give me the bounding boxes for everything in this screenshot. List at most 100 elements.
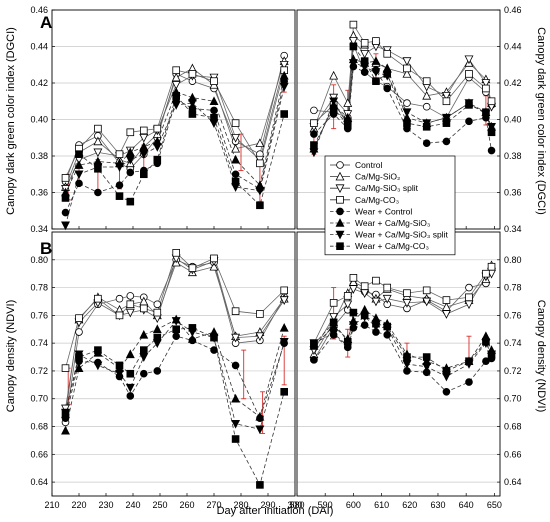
- data-point: [256, 481, 264, 489]
- legend-label: Ca/Mg-SiO₃ split: [355, 183, 419, 193]
- data-point: [61, 408, 70, 417]
- data-point: [125, 147, 135, 157]
- data-point: [231, 170, 240, 179]
- axes-frame-left: [51, 9, 296, 230]
- data-point: [126, 168, 135, 177]
- data-point: [94, 124, 102, 133]
- y-axis-label-right-b: Canopy density (NDVI): [535, 300, 547, 413]
- data-point: [153, 367, 162, 375]
- data-point: [343, 98, 353, 107]
- data-point: [139, 353, 149, 362]
- data-point: [360, 311, 369, 320]
- data-point: [465, 357, 473, 366]
- data-point: [255, 332, 265, 342]
- data-point: [210, 106, 218, 115]
- x-axis-label: Day after initiation (DAI): [217, 505, 334, 517]
- data-point: [403, 99, 411, 107]
- y-tick-label-left: 0.68: [30, 422, 48, 432]
- data-point: [115, 311, 124, 320]
- legend-marker: [335, 184, 345, 194]
- x-tick-label: 220: [71, 500, 86, 510]
- data-point: [74, 170, 84, 180]
- data-point: [487, 262, 496, 271]
- data-point: [94, 346, 102, 354]
- data-point: [255, 411, 265, 421]
- y-tick-label-left: 0.70: [30, 394, 48, 404]
- data-point: [256, 310, 264, 318]
- data-point: [171, 101, 181, 110]
- data-point: [231, 333, 241, 343]
- y-tick-label-left: 0.66: [30, 449, 48, 459]
- data-point: [280, 286, 288, 295]
- data-point: [464, 300, 474, 310]
- x-tick-label: 230: [98, 500, 113, 510]
- legend-label: Ca/Mg-SiO₂: [355, 172, 400, 182]
- x-tick-label: 270: [206, 500, 221, 510]
- data-point: [115, 361, 124, 370]
- data-point: [422, 353, 431, 361]
- tick-labels: 0.34 0.34 0.36 0.36 0.38 0.38 0.40 0.40 0.42 0.42…: [30, 5, 521, 510]
- data-point: [172, 66, 181, 75]
- series-line: [313, 324, 492, 393]
- data-point: [139, 126, 148, 135]
- data-point: [464, 55, 474, 65]
- data-point: [74, 160, 84, 169]
- series-line: [313, 45, 492, 146]
- data-point: [383, 283, 392, 292]
- data-point: [61, 364, 70, 372]
- data-point: [422, 362, 432, 372]
- y-tick-label-left: 0.44: [30, 42, 48, 52]
- data-point: [403, 64, 411, 73]
- data-point: [383, 84, 392, 93]
- legend-box: [324, 155, 456, 256]
- data-point: [255, 425, 265, 435]
- x-tick-label: 640: [459, 500, 474, 510]
- data-point: [371, 297, 381, 307]
- data-point: [256, 159, 264, 168]
- data-point: [188, 70, 197, 78]
- legend-label: Wear + Control: [355, 206, 412, 216]
- data-point: [309, 148, 319, 158]
- y-tick-label-left: 0.42: [30, 78, 48, 88]
- data-point: [210, 77, 218, 85]
- data-point: [465, 293, 473, 302]
- data-point: [403, 353, 411, 361]
- data-point: [465, 117, 473, 126]
- data-point: [75, 150, 83, 158]
- data-point: [360, 321, 369, 329]
- y-tick-label-right: 0.78: [504, 283, 522, 293]
- x-tick-label: 260: [179, 500, 194, 510]
- data-point: [126, 197, 135, 206]
- data-point: [61, 221, 70, 231]
- series-line: [313, 316, 492, 377]
- data-point: [402, 68, 412, 78]
- data-point: [75, 353, 83, 361]
- data-point: [188, 264, 197, 272]
- data-point: [329, 104, 338, 113]
- legend-marker: [336, 242, 344, 251]
- data-point: [343, 337, 352, 346]
- data-point: [348, 321, 358, 330]
- data-point: [402, 57, 412, 66]
- y-tick-label-left: 0.64: [30, 477, 48, 487]
- data-point: [329, 299, 338, 307]
- data-point: [348, 37, 358, 46]
- data-point: [75, 328, 83, 336]
- data-point: [422, 90, 432, 100]
- data-point: [139, 133, 149, 143]
- legend-marker: [336, 161, 344, 169]
- data-point: [231, 177, 240, 186]
- data-point: [279, 322, 289, 332]
- data-point: [343, 300, 353, 310]
- data-point: [172, 332, 181, 341]
- data-point: [172, 325, 181, 334]
- data-point: [231, 419, 241, 429]
- data-point: [210, 254, 218, 263]
- legend-marker: [335, 171, 345, 181]
- data-point: [125, 308, 135, 318]
- data-point: [61, 404, 70, 414]
- data-point: [61, 174, 70, 182]
- series-line: [313, 273, 492, 351]
